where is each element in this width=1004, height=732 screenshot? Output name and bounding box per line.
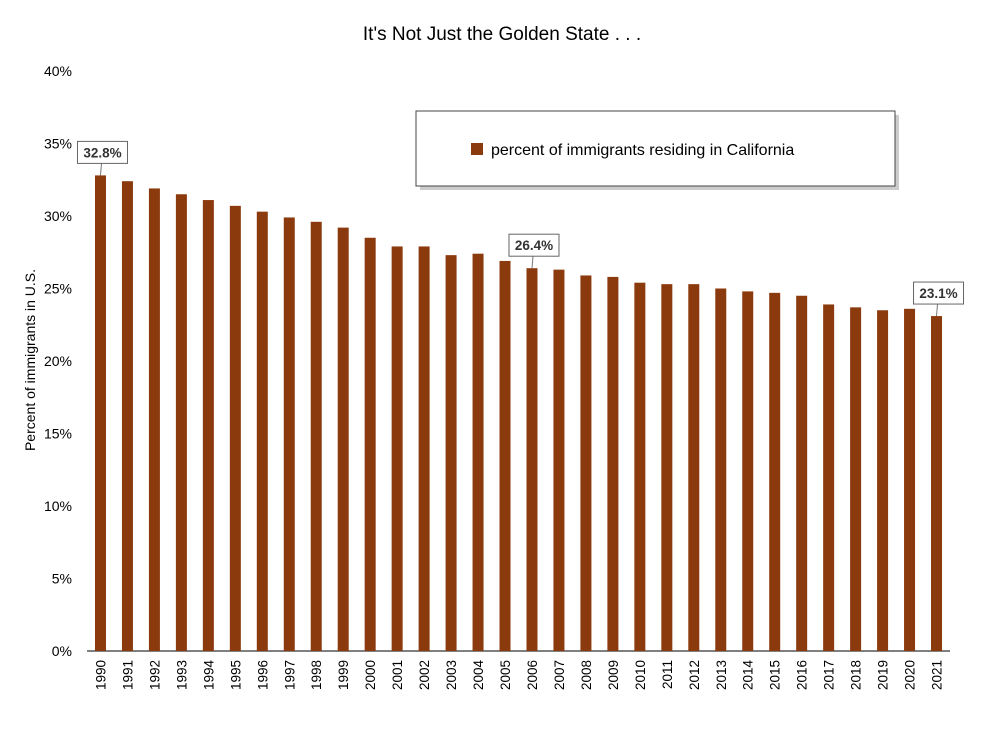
bar-2007 bbox=[553, 269, 565, 651]
bar-2004 bbox=[472, 253, 484, 651]
x-tick-label: 2000 bbox=[363, 660, 378, 690]
x-tick-label: 2001 bbox=[390, 660, 405, 690]
bar-1997 bbox=[283, 217, 295, 651]
x-tick-label: 2006 bbox=[525, 660, 540, 690]
callout-label: 26.4% bbox=[515, 238, 553, 253]
y-axis-label: Percent of immigrants in U.S. bbox=[22, 269, 38, 451]
bar-1996 bbox=[256, 211, 268, 651]
x-tick-label: 2003 bbox=[444, 660, 459, 690]
bar-2014 bbox=[742, 291, 754, 651]
bar-2017 bbox=[823, 304, 835, 651]
bar-2001 bbox=[391, 246, 403, 651]
x-tick-label: 1991 bbox=[120, 660, 135, 690]
y-tick-label: 10% bbox=[44, 498, 72, 514]
x-tick-label: 2014 bbox=[741, 660, 756, 691]
bar-1991 bbox=[121, 181, 133, 651]
bar-2011 bbox=[661, 284, 673, 651]
x-tick-label: 2016 bbox=[795, 660, 810, 690]
y-tick-label: 5% bbox=[52, 571, 72, 587]
y-tick-label: 40% bbox=[44, 63, 72, 79]
bar-1994 bbox=[202, 200, 214, 652]
x-tick-label: 1998 bbox=[309, 660, 324, 690]
bar-2008 bbox=[580, 275, 592, 651]
x-tick-label: 2004 bbox=[471, 660, 486, 691]
x-tick-label: 2009 bbox=[606, 660, 621, 690]
legend-box bbox=[415, 110, 896, 187]
legend: percent of immigrants residing in Califo… bbox=[415, 110, 899, 190]
x-tick-label: 2008 bbox=[579, 660, 594, 690]
x-tick-label: 1999 bbox=[336, 660, 351, 690]
legend-swatch bbox=[471, 143, 483, 155]
x-tick-label: 2019 bbox=[876, 660, 891, 690]
x-tick-label: 2018 bbox=[849, 660, 864, 690]
bar-2010 bbox=[634, 282, 646, 651]
callout-box bbox=[76, 140, 128, 164]
bar-2009 bbox=[607, 276, 619, 651]
legend-label: percent of immigrants residing in Califo… bbox=[491, 142, 794, 159]
y-tick-label: 20% bbox=[44, 353, 72, 369]
bar-2021 bbox=[931, 316, 943, 651]
x-tick-label: 1992 bbox=[147, 660, 162, 690]
bar-2005 bbox=[499, 260, 511, 651]
bar-1993 bbox=[175, 194, 187, 651]
y-axis-ticks: 0% 5% 10% 15% 20% 25% 30% 35% 40% bbox=[44, 63, 72, 659]
bar-2013 bbox=[715, 288, 727, 651]
x-tick-label: 2013 bbox=[714, 660, 729, 690]
bar-2020 bbox=[904, 308, 916, 651]
callout-2006: 26.4% bbox=[508, 233, 560, 269]
y-tick-label: 30% bbox=[44, 208, 72, 224]
x-tick-label: 2020 bbox=[903, 660, 918, 690]
bar-2018 bbox=[850, 307, 862, 651]
bar-2006 bbox=[526, 268, 538, 651]
bar-1995 bbox=[229, 205, 241, 651]
bars-group bbox=[94, 175, 943, 652]
bar-2015 bbox=[769, 292, 781, 651]
callout-box bbox=[508, 233, 560, 257]
y-tick-label: 0% bbox=[52, 643, 72, 659]
x-tick-label: 2012 bbox=[687, 660, 702, 690]
y-tick-label: 25% bbox=[44, 281, 72, 297]
callout-leader-line bbox=[531, 256, 534, 269]
bar-2000 bbox=[364, 237, 376, 651]
y-tick-label: 35% bbox=[44, 136, 72, 152]
callout-leader-line bbox=[99, 163, 102, 176]
bar-1998 bbox=[310, 221, 322, 652]
bar-2002 bbox=[418, 246, 430, 651]
callout-1990: 32.8% bbox=[76, 140, 128, 176]
data-callouts: 32.8% 26.4% 23.1% bbox=[76, 140, 965, 317]
x-tick-label: 1993 bbox=[174, 660, 189, 690]
bar-2016 bbox=[796, 295, 808, 651]
bar-2003 bbox=[445, 255, 457, 651]
x-tick-label: 2011 bbox=[660, 660, 675, 689]
x-axis-ticks: 1990 1991 1992 1993 1994 1995 1996 1997 1998 1999… bbox=[93, 660, 944, 691]
x-tick-label: 2002 bbox=[417, 660, 432, 690]
x-tick-label: 1996 bbox=[255, 660, 270, 690]
x-tick-label: 1990 bbox=[93, 660, 108, 690]
x-tick-label: 2010 bbox=[633, 660, 648, 690]
callout-2021: 23.1% bbox=[913, 281, 965, 317]
x-tick-label: 2017 bbox=[822, 660, 837, 690]
chart-title: It's Not Just the Golden State . . . bbox=[363, 24, 641, 45]
bar-1999 bbox=[337, 227, 349, 651]
x-tick-label: 1997 bbox=[282, 660, 297, 690]
x-tick-label: 2015 bbox=[768, 660, 783, 690]
bar-2019 bbox=[877, 310, 889, 651]
bar-1990 bbox=[94, 175, 106, 651]
callout-label: 23.1% bbox=[919, 286, 957, 301]
y-tick-label: 15% bbox=[44, 426, 72, 442]
callout-label: 32.8% bbox=[83, 145, 121, 160]
callout-box bbox=[913, 281, 965, 305]
x-tick-label: 1995 bbox=[228, 660, 243, 690]
x-tick-label: 1994 bbox=[201, 660, 216, 691]
callout-leader-line bbox=[936, 304, 939, 317]
bar-1992 bbox=[148, 188, 160, 651]
x-tick-label: 2007 bbox=[552, 660, 567, 690]
x-tick-label: 2021 bbox=[930, 660, 945, 690]
x-tick-label: 2005 bbox=[498, 660, 513, 690]
bar-2012 bbox=[688, 284, 700, 651]
